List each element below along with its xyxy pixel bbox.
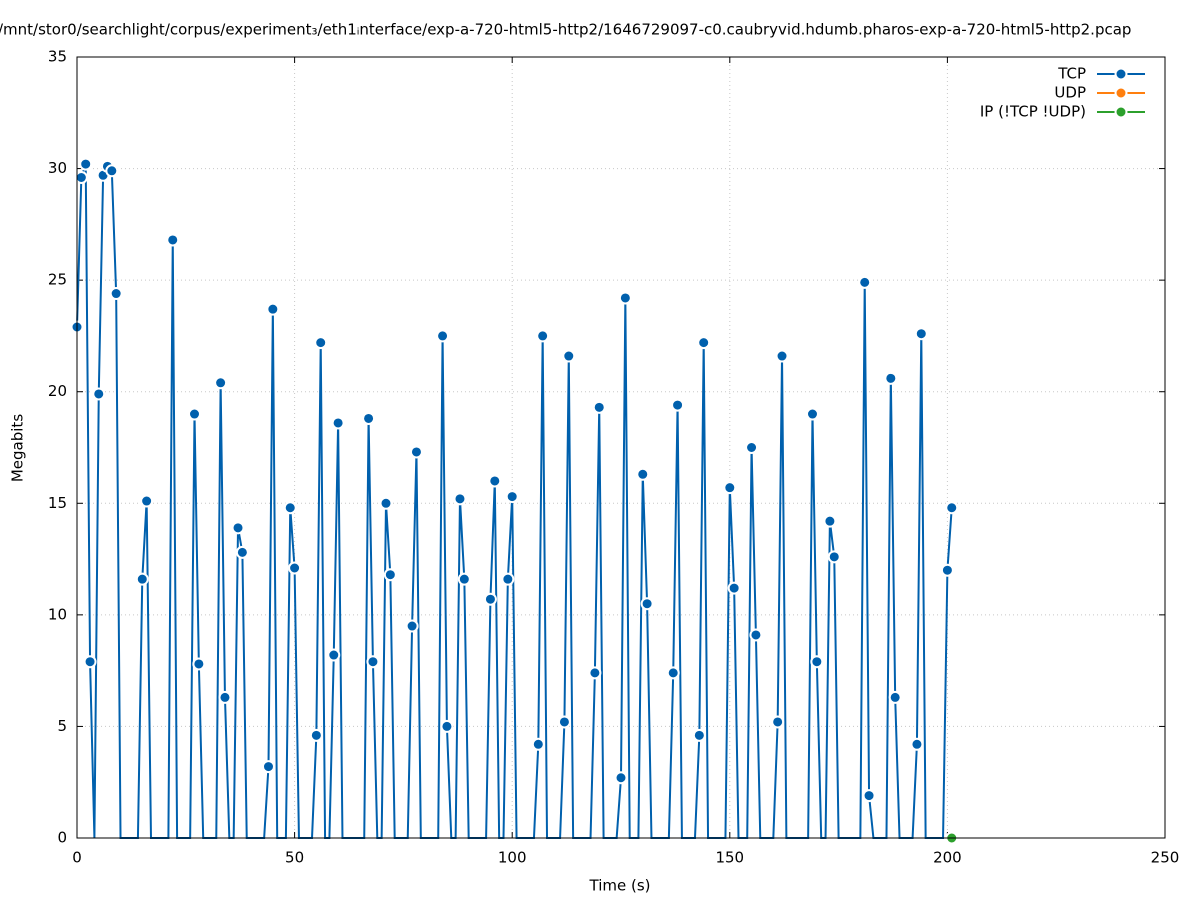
legend-label: IP (!TCP !UDP) xyxy=(980,103,1086,121)
data-point xyxy=(105,164,119,178)
data-point xyxy=(109,287,123,301)
data-point xyxy=(488,474,502,488)
data-point xyxy=(636,467,650,481)
data-point xyxy=(140,494,154,508)
data-point xyxy=(235,545,249,559)
x-tick-label: 250 xyxy=(1151,849,1180,867)
chart-title: /mnt/stor0/searchlight/corpus/experiment… xyxy=(0,21,1131,39)
legend-marker xyxy=(1114,86,1128,100)
y-tick-label: 5 xyxy=(57,717,67,735)
data-point xyxy=(531,737,545,751)
data-point xyxy=(692,728,706,742)
data-point xyxy=(261,760,275,774)
data-point xyxy=(214,376,228,390)
legend-label: UDP xyxy=(1054,84,1086,102)
y-axis-label: Megabits xyxy=(9,414,27,482)
y-tick-label: 10 xyxy=(48,605,67,623)
data-point xyxy=(562,349,576,363)
data-point xyxy=(457,572,471,586)
data-point xyxy=(266,302,280,316)
data-point xyxy=(409,445,423,459)
data-point xyxy=(557,715,571,729)
legend-marker xyxy=(1114,67,1128,81)
data-point xyxy=(288,561,302,575)
data-point xyxy=(501,572,515,586)
data-point xyxy=(727,581,741,595)
plot-border xyxy=(76,56,1166,839)
legend-marker xyxy=(1114,105,1128,119)
data-point xyxy=(592,400,606,414)
data-point xyxy=(827,550,841,564)
data-point xyxy=(536,329,550,343)
data-point xyxy=(823,514,837,528)
x-axis-label: Time (s) xyxy=(589,877,651,895)
data-point xyxy=(453,492,467,506)
data-point xyxy=(188,407,202,421)
x-tick-label: 0 xyxy=(72,849,82,867)
data-point xyxy=(483,592,497,606)
data-point xyxy=(79,157,93,171)
data-point xyxy=(74,170,88,184)
y-tick-label: 35 xyxy=(48,48,67,66)
data-point xyxy=(327,648,341,662)
data-point xyxy=(383,568,397,582)
data-point xyxy=(83,655,97,669)
data-point xyxy=(697,336,711,350)
data-point xyxy=(505,490,519,504)
y-tick-label: 25 xyxy=(48,271,67,289)
data-point xyxy=(884,371,898,385)
data-point xyxy=(810,655,824,669)
x-tick-label: 100 xyxy=(498,849,527,867)
data-point xyxy=(588,666,602,680)
data-point xyxy=(192,657,206,671)
data-point xyxy=(940,563,954,577)
data-point xyxy=(218,690,232,704)
data-point xyxy=(283,501,297,515)
data-point xyxy=(309,728,323,742)
data-point xyxy=(771,715,785,729)
data-point xyxy=(910,737,924,751)
data-point xyxy=(805,407,819,421)
data-point xyxy=(135,572,149,586)
data-point xyxy=(640,597,654,611)
data-point xyxy=(614,771,628,785)
plot-area xyxy=(70,157,959,845)
x-tick-label: 50 xyxy=(285,849,304,867)
data-point xyxy=(775,349,789,363)
data-point xyxy=(362,411,376,425)
y-tick-label: 30 xyxy=(48,159,67,177)
data-point xyxy=(440,719,454,733)
data-point xyxy=(749,628,763,642)
legend-label: TCP xyxy=(1057,65,1086,83)
data-point xyxy=(331,416,345,430)
data-point xyxy=(945,501,959,515)
x-tick-label: 200 xyxy=(933,849,962,867)
data-point xyxy=(231,521,245,535)
data-point xyxy=(666,666,680,680)
data-point xyxy=(862,789,876,803)
y-tick-label: 0 xyxy=(57,829,67,847)
data-point xyxy=(745,441,759,454)
data-point xyxy=(618,291,632,305)
data-point xyxy=(888,690,902,704)
data-point xyxy=(671,398,685,412)
data-point xyxy=(166,233,180,247)
y-tick-label: 15 xyxy=(48,494,67,512)
data-point xyxy=(314,336,328,350)
data-point xyxy=(92,387,106,401)
data-point xyxy=(914,327,928,341)
x-tick-label: 150 xyxy=(715,849,744,867)
data-point xyxy=(379,496,393,510)
data-point xyxy=(723,481,737,495)
data-point xyxy=(436,329,450,343)
data-point xyxy=(858,275,872,289)
data-point xyxy=(366,655,380,669)
data-point xyxy=(405,619,419,633)
y-tick-label: 20 xyxy=(48,382,67,400)
